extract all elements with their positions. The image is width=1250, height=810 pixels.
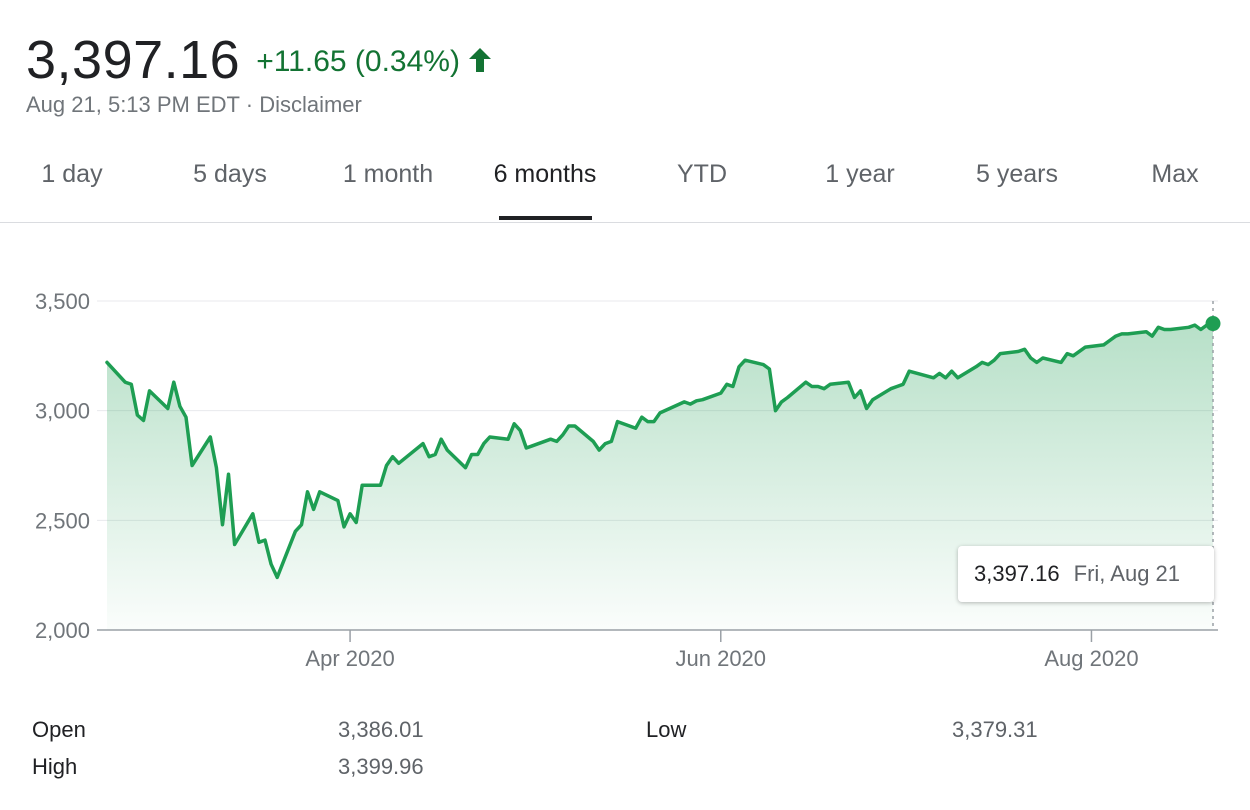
meta-separator: · — [245, 92, 254, 117]
range-tabs: 1 day 5 days 1 month 6 months YTD 1 year… — [0, 150, 1250, 223]
open-value: 3,386.01 — [338, 717, 424, 742]
y-axis-labels: 2,000 2,500 3,000 3,500 — [35, 289, 90, 643]
price-change: +11.65 (0.34%) — [256, 45, 460, 78]
x-tick-label: Aug 2020 — [1044, 646, 1138, 671]
x-tick-label: Jun 2020 — [676, 646, 767, 671]
quote-header: 3,397.16 +11.65 (0.34%) Aug 21, 5:13 PM … — [26, 30, 492, 118]
quote-timestamp: Aug 21, 5:13 PM EDT — [26, 92, 240, 117]
tooltip-value: 3,397.16 — [974, 561, 1060, 586]
tab-1-month[interactable]: 1 month — [342, 160, 434, 188]
tab-1-day[interactable]: 1 day — [41, 160, 103, 188]
y-tick-label: 2,000 — [35, 618, 90, 643]
y-tick-label: 3,500 — [35, 289, 90, 314]
tab-5-days[interactable]: 5 days — [193, 160, 267, 188]
arrow-up-icon — [468, 47, 492, 78]
high-value: 3,399.96 — [338, 754, 424, 779]
price-line — [105, 321, 1215, 580]
tooltip-date: Fri, Aug 21 — [1073, 561, 1181, 586]
low-value: 3,379.31 — [952, 717, 1038, 742]
tab-1-year[interactable]: 1 year — [825, 160, 895, 188]
open-label: Open — [32, 717, 86, 742]
disclaimer-link[interactable]: Disclaimer — [259, 92, 362, 117]
x-axis-ticks: Apr 2020 Jun 2020 Aug 2020 — [305, 630, 1139, 671]
last-point-marker[interactable] — [1205, 316, 1221, 332]
quote-meta: Aug 21, 5:13 PM EDT · Disclaimer — [26, 92, 492, 118]
x-tick-label: Apr 2020 — [305, 646, 394, 671]
low-label: Low — [646, 717, 687, 742]
price-area-fill — [107, 323, 1213, 630]
y-tick-label: 3,000 — [35, 399, 90, 424]
y-tick-label: 2,500 — [35, 508, 90, 533]
tab-5-years[interactable]: 5 years — [976, 160, 1058, 188]
price-tooltip: 3,397.16 Fri, Aug 21 — [958, 546, 1214, 602]
active-tab-indicator — [499, 216, 592, 220]
tab-ytd[interactable]: YTD — [677, 160, 727, 188]
tab-max[interactable]: Max — [1151, 160, 1199, 188]
price-row: 3,397.16 +11.65 (0.34%) — [26, 30, 492, 90]
price-chart[interactable]: 2,000 2,500 3,000 3,500 Apr 2020 Jun 2020 Aug… — [0, 222, 1250, 692]
high-label: High — [32, 754, 78, 779]
current-price: 3,397.16 — [26, 30, 241, 90]
tab-6-months[interactable]: 6 months — [493, 160, 597, 188]
